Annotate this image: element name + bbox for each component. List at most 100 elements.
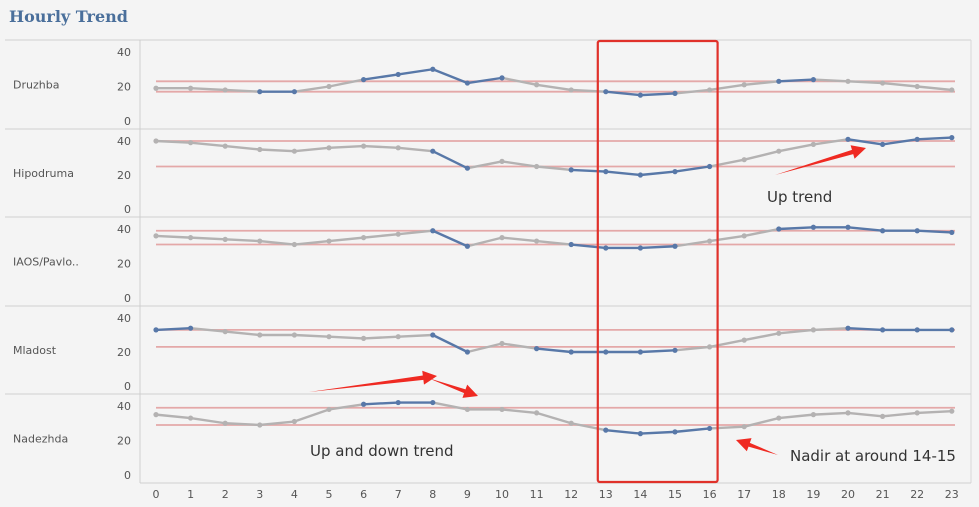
series-segment — [777, 78, 815, 83]
data-point — [741, 337, 747, 343]
annotation-up-trend: Up trend — [767, 188, 832, 206]
series-segment — [466, 76, 504, 85]
series-segment — [223, 422, 261, 427]
data-point — [153, 138, 159, 144]
x-tick-label: 8 — [429, 488, 436, 501]
data-point — [741, 82, 747, 88]
data-point — [222, 87, 228, 93]
x-tick-label: 4 — [291, 488, 298, 501]
series-segment — [916, 85, 953, 92]
series-segment — [570, 88, 607, 93]
data-point — [222, 236, 228, 242]
x-tick-label: 6 — [360, 488, 367, 501]
data-point — [430, 399, 436, 406]
series-segment — [431, 229, 469, 248]
series-segment — [397, 146, 434, 153]
series-segment — [743, 416, 780, 428]
data-point — [949, 229, 955, 236]
x-tick-label: 7 — [395, 488, 402, 501]
series-segment — [673, 88, 711, 95]
data-point — [880, 141, 886, 147]
series-segment — [708, 158, 746, 168]
data-point — [603, 169, 609, 175]
panel-druzhba: Druzhba 40 20 0 — [5, 46, 971, 130]
data-point — [395, 334, 401, 340]
series-segment — [743, 332, 780, 342]
x-tick-label: 22 — [910, 488, 924, 501]
data-point — [810, 412, 817, 418]
annotation-nadir: Nadir at around 14-15 — [790, 447, 956, 465]
data-point — [499, 158, 505, 164]
series-segment — [500, 160, 538, 168]
series-segment — [535, 165, 573, 172]
x-tick-label: 14 — [633, 488, 647, 501]
data-point — [914, 83, 920, 90]
y-tick-label: 20 — [117, 346, 131, 359]
series-segment — [466, 160, 504, 170]
row-label: Druzhba — [13, 79, 59, 92]
series-segment — [500, 236, 538, 243]
data-point — [534, 346, 540, 352]
series-segment — [777, 143, 815, 153]
data-point — [430, 66, 436, 72]
data-point — [880, 413, 886, 419]
data-point — [637, 172, 644, 178]
chart-frame — [5, 39, 972, 484]
series-segment — [189, 416, 227, 425]
x-tick-label: 15 — [668, 488, 682, 501]
y-tick-label: 0 — [124, 380, 131, 393]
data-point — [188, 140, 194, 146]
data-point — [326, 406, 332, 413]
panel-iaos-pavlo: IAOS/Pavlo.. 40 20 0 — [5, 223, 971, 307]
data-point — [810, 77, 817, 83]
data-point — [464, 349, 470, 355]
data-point — [810, 327, 817, 333]
data-point — [845, 224, 851, 230]
series-segment — [466, 342, 504, 354]
data-point — [222, 329, 228, 335]
y-tick-label: 40 — [117, 46, 131, 59]
series-segment — [708, 425, 746, 430]
data-point — [534, 410, 540, 416]
data-point — [464, 406, 470, 413]
data-point — [257, 238, 263, 244]
data-point — [741, 424, 747, 430]
data-point — [534, 163, 540, 170]
series-segment — [604, 90, 642, 97]
series-segment — [846, 80, 884, 85]
series-segment — [639, 430, 677, 435]
series-segment — [673, 239, 711, 248]
series-segment — [881, 138, 919, 146]
x-tick-label: 16 — [703, 488, 717, 501]
series-segment — [846, 226, 884, 232]
arrow-nadir — [736, 438, 778, 455]
y-tick-label: 0 — [124, 469, 131, 482]
series-segment — [431, 333, 469, 354]
annotations: Up trend Up and down trend Nadir at arou… — [309, 39, 956, 484]
data-point — [430, 148, 436, 154]
series-segment — [293, 333, 331, 338]
data-point — [222, 420, 228, 426]
data-point — [257, 89, 263, 95]
data-point — [568, 87, 574, 93]
series-segment — [327, 144, 365, 150]
data-point — [534, 238, 540, 244]
y-tick-label: 20 — [117, 81, 131, 94]
series-segment — [570, 422, 607, 432]
data-point — [568, 349, 574, 355]
y-tick-label: 20 — [117, 435, 131, 448]
row-label: Hipodruma — [13, 167, 74, 180]
data-point — [603, 89, 609, 95]
data-point — [395, 399, 401, 406]
data-point — [637, 92, 644, 98]
data-point — [257, 146, 263, 153]
data-point — [153, 233, 159, 239]
data-point — [707, 87, 713, 93]
data-point — [464, 165, 470, 171]
series-segment — [362, 232, 400, 239]
series-segment — [293, 146, 331, 153]
arrow-up-trend — [775, 145, 866, 175]
series-segment — [466, 236, 504, 248]
y-tick-label: 0 — [124, 203, 131, 216]
data-point — [153, 85, 159, 91]
